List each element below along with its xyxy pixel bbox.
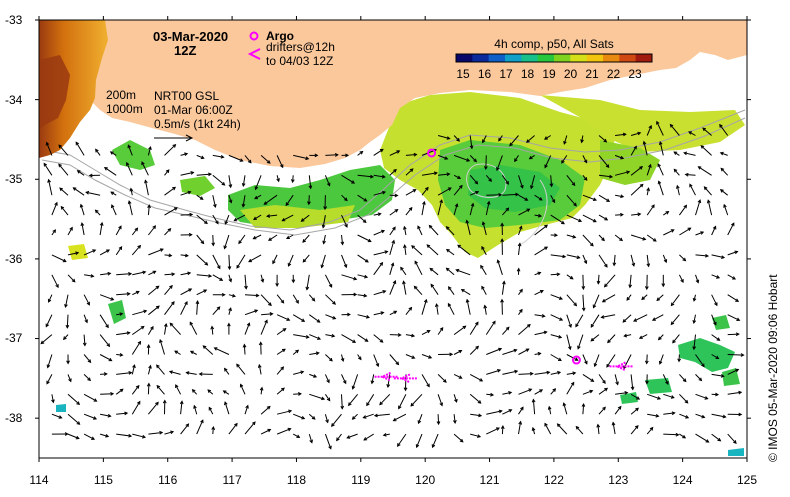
lon-tick-117: 117	[223, 473, 242, 487]
sst-cool-pixel-1	[56, 404, 66, 412]
colorbar-tick-21: 21	[585, 67, 599, 81]
current-vector	[486, 155, 487, 169]
colorbar-segment	[603, 54, 620, 62]
colorbar-segment	[587, 54, 604, 62]
lon-tick-118: 118	[287, 473, 306, 487]
lat-tick-35: -35	[5, 172, 23, 186]
imos-credit: © IMOS 05-Mar-2020 09:06 Hobart	[766, 274, 780, 462]
colorbar-tick-17: 17	[499, 67, 513, 81]
colorbar-segment	[636, 54, 653, 62]
lat-tick-36: -36	[5, 252, 23, 266]
colorbar-tick-15: 15	[456, 67, 470, 81]
lon-tick-116: 116	[158, 473, 177, 487]
vector-scale-label: 0.5m/s (1kt 24h)	[154, 117, 241, 131]
colorbar-tick-22: 22	[607, 67, 621, 81]
colorbar-segment	[489, 54, 506, 62]
drifters-legend-date: to 04/03 12Z	[266, 54, 333, 68]
lon-tick-122: 122	[544, 473, 564, 487]
current-vector	[100, 394, 113, 395]
lat-tick-38: -38	[5, 411, 23, 425]
colorbar	[456, 54, 653, 62]
colorbar-tick-19: 19	[542, 67, 556, 81]
lon-tick-119: 119	[351, 473, 370, 487]
lat-tick-34: -34	[5, 93, 23, 107]
altimetry-time: 01-Mar 06:00Z	[154, 103, 233, 117]
lat-tick-33: -33	[5, 13, 23, 27]
colorbar-tick-23: 23	[628, 67, 642, 81]
colorbar-segment	[472, 54, 489, 62]
current-vector	[583, 275, 584, 289]
colorbar-tick-18: 18	[521, 67, 535, 81]
contour-200m-label: 200m	[106, 88, 136, 102]
current-vector	[728, 334, 739, 335]
lon-tick-120: 120	[415, 473, 435, 487]
colorbar-segment	[456, 54, 473, 62]
contour-1000m-label: 1000m	[106, 102, 143, 116]
lon-tick-124: 124	[673, 473, 693, 487]
lat-tick-37: -37	[5, 331, 23, 345]
lon-tick-115: 115	[94, 473, 113, 487]
colorbar-segment	[521, 54, 538, 62]
drifters-legend-label: drifters@12h	[266, 40, 335, 54]
colorbar-segment	[619, 54, 636, 62]
colorbar-segment	[538, 54, 555, 62]
colorbar-title: 4h comp, p50, All Sats	[494, 37, 613, 51]
colorbar-segment	[570, 54, 587, 62]
lon-tick-114: 114	[29, 473, 48, 487]
current-vector	[728, 355, 744, 356]
current-vector	[325, 155, 337, 156]
colorbar-segment	[505, 54, 522, 62]
lon-tick-121: 121	[479, 473, 499, 487]
lon-tick-123: 123	[608, 473, 628, 487]
map-hour: 12Z	[174, 43, 196, 58]
colorbar-tick-20: 20	[564, 67, 578, 81]
lon-tick-125: 125	[737, 473, 757, 487]
map-date: 03-Mar-2020	[153, 29, 228, 44]
colorbar-segment	[554, 54, 571, 62]
current-vector	[229, 255, 230, 269]
current-vector	[663, 434, 678, 435]
colorbar-tick-16: 16	[478, 67, 492, 81]
altimetry-product: NRT00 GSL	[154, 89, 219, 103]
